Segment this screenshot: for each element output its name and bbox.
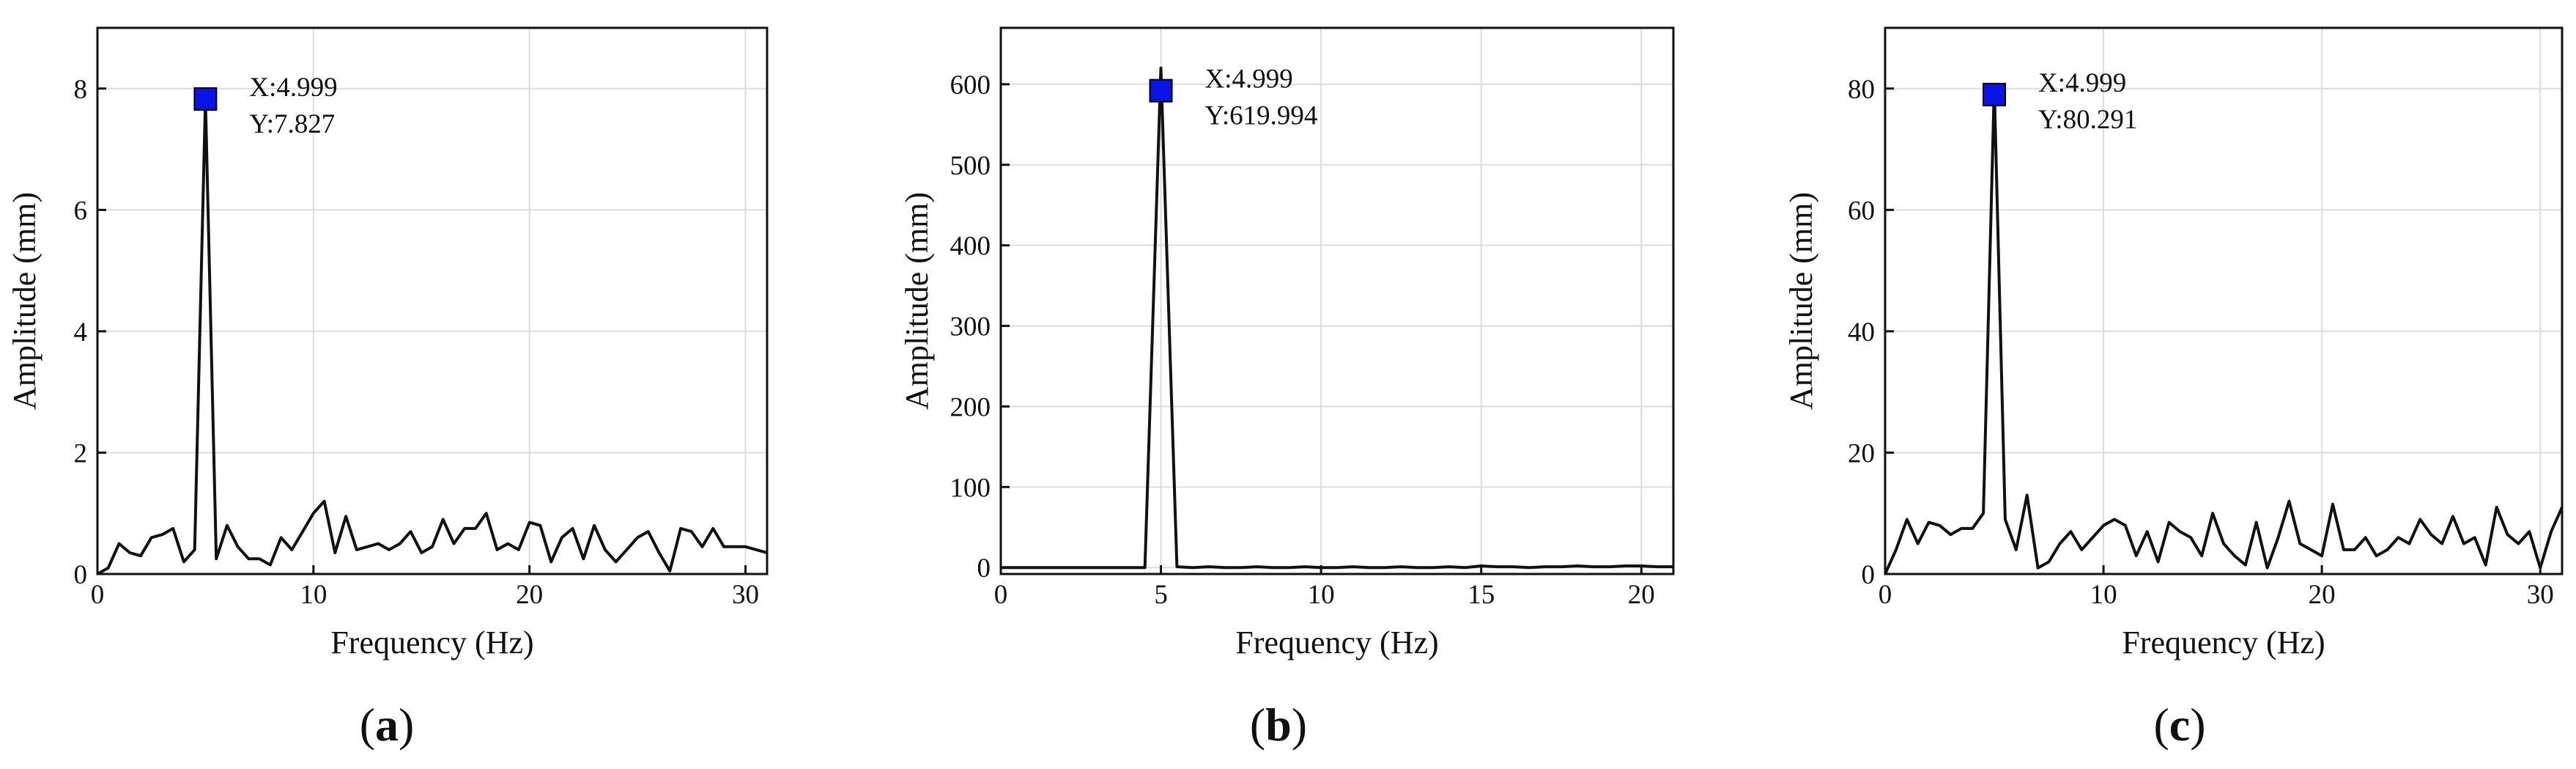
y-tick-label: 100 — [950, 473, 991, 503]
y-tick-label: 4 — [74, 317, 88, 347]
panel-label: (c) — [2153, 699, 2205, 751]
y-axis-label: Amplitude (mm) — [7, 192, 42, 410]
x-axis-label: Frequency (Hz) — [2122, 625, 2325, 661]
plot-frame — [96, 26, 769, 575]
x-tick-label: 0 — [1879, 580, 1892, 610]
panel-label: (b) — [1250, 699, 1307, 751]
y-tick-label: 400 — [950, 232, 991, 262]
y-tick-label: 8 — [74, 75, 88, 105]
y-tick-label: 20 — [1848, 438, 1875, 468]
plot-frame — [999, 26, 1675, 575]
x-tick-label: 20 — [516, 580, 543, 610]
peak-x-annotation: X:4.999 — [249, 73, 337, 103]
x-axis-label: Frequency (Hz) — [1235, 625, 1438, 661]
peak-x-annotation: X:4.999 — [2038, 68, 2126, 98]
series-line — [97, 97, 768, 575]
x-tick-label: 0 — [994, 580, 1008, 610]
panel-label: (a) — [360, 699, 415, 751]
x-tick-label: 15 — [1467, 580, 1495, 610]
x-axis-label: Frequency (Hz) — [330, 625, 533, 661]
chart-panel-a: 0 10 20 30 0 2 4 6 8 Frequency (Hz) Amplitude (mm)… — [7, 26, 769, 751]
peak-marker — [1983, 83, 2007, 107]
y-tick-label: 0 — [74, 560, 88, 590]
peak-y-annotation: Y:80.291 — [2038, 105, 2137, 135]
x-tick-label: 20 — [2309, 580, 2336, 610]
series-line — [1884, 85, 2564, 575]
x-tick-label: 20 — [1628, 580, 1655, 610]
y-tick-label: 60 — [1848, 196, 1875, 226]
x-tick-label: 30 — [732, 580, 759, 610]
x-tick-label: 10 — [1308, 580, 1335, 610]
peak-x-annotation: X:4.999 — [1205, 65, 1293, 95]
x-tick-label: 0 — [91, 580, 105, 610]
y-tick-label: 0 — [977, 553, 991, 584]
series-line — [1001, 66, 1673, 570]
x-tick-label: 10 — [300, 580, 327, 610]
x-tick-label: 10 — [2090, 580, 2117, 610]
chart-panel-c: 0 10 20 30 0 20 40 60 80 Frequency (Hz) Amplitude … — [1783, 26, 2564, 751]
y-tick-label: 2 — [74, 438, 88, 468]
y-tick-label: 200 — [950, 392, 991, 422]
peak-y-annotation: Y:7.827 — [249, 109, 335, 139]
y-tick-label: 500 — [950, 151, 991, 181]
y-tick-label: 6 — [74, 196, 88, 226]
y-axis-label: Amplitude (mm) — [899, 192, 935, 410]
y-tick-label: 300 — [950, 312, 991, 342]
peak-marker — [1149, 78, 1173, 103]
peak-y-annotation: Y:619.994 — [1205, 101, 1318, 131]
y-axis-label: Amplitude (mm) — [1783, 192, 1819, 410]
y-tick-label: 80 — [1848, 75, 1875, 105]
y-tick-label: 0 — [1862, 560, 1876, 590]
peak-marker — [193, 87, 218, 111]
x-tick-label: 30 — [2527, 580, 2554, 610]
x-tick-label: 5 — [1154, 580, 1168, 610]
plot-frame — [1884, 26, 2564, 575]
y-tick-label: 600 — [950, 70, 991, 100]
y-tick-label: 40 — [1848, 317, 1875, 347]
